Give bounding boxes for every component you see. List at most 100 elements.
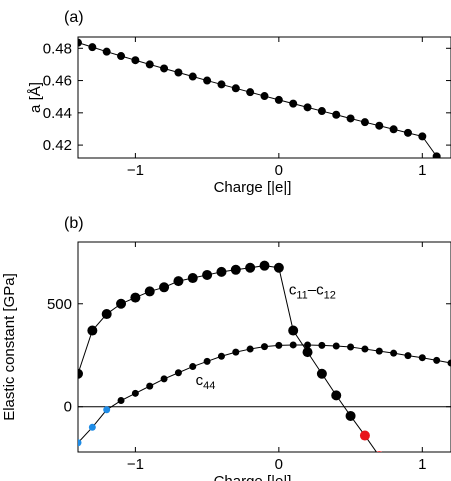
annotation-text: c (316, 282, 324, 299)
data-point (303, 103, 312, 112)
data-point (131, 56, 140, 65)
data-point (332, 110, 341, 119)
data-point (160, 375, 168, 383)
data-point (78, 368, 83, 379)
data-point (289, 99, 298, 108)
data-point (117, 397, 125, 405)
data-point (317, 107, 326, 116)
data-point (131, 389, 139, 397)
data-point (78, 38, 82, 47)
data-layer (78, 260, 451, 452)
data-point (231, 84, 240, 93)
data-point (202, 269, 213, 280)
series-annotation: c44 (196, 372, 216, 392)
data-point (103, 406, 111, 414)
data-point (273, 262, 284, 273)
panel-label: (a) (64, 9, 84, 26)
x-axis-label: Charge [|e|] (214, 473, 292, 481)
data-point (203, 76, 212, 85)
x-tick-label: 1 (418, 456, 426, 473)
data-point (189, 363, 197, 371)
data-point (302, 347, 313, 358)
y-axis-label: Elastic constant [GPa] (1, 273, 18, 421)
panel-label: (b) (64, 215, 84, 232)
data-point (432, 152, 441, 158)
annotation-text: c (289, 282, 297, 299)
series-annotation: c11–c12 (289, 282, 336, 302)
data-point (418, 354, 426, 362)
data-point (174, 68, 183, 77)
x-tick-label: 0 (275, 456, 283, 473)
data-point (404, 352, 412, 360)
data-point (88, 423, 96, 431)
data-point (144, 286, 155, 297)
data-point (246, 345, 254, 353)
data-point (230, 264, 241, 275)
data-point (88, 43, 97, 52)
y-tick-label: 0 (64, 399, 72, 416)
data-point (145, 60, 154, 69)
data-point (102, 47, 111, 56)
data-point (289, 341, 297, 349)
data-point (260, 92, 269, 101)
data-point (203, 357, 211, 365)
data-point (245, 262, 256, 273)
panel-a: (a) −1 0 1 0.42 0.44 0.46 0.48 Charge [|e|] a [Å] (27, 9, 451, 196)
data-point (418, 132, 427, 141)
data-point (232, 348, 240, 356)
data-point (78, 439, 82, 447)
y-tick-label: 500 (47, 296, 72, 313)
data-point (332, 342, 340, 350)
data-point (217, 352, 225, 360)
data-point (261, 343, 268, 351)
data-point (117, 52, 126, 61)
data-point (259, 260, 270, 271)
y-tick-label: 0.44 (43, 105, 72, 122)
y-tick-label: 0.46 (43, 73, 72, 90)
x-axis-label: Charge [|e|] (214, 179, 292, 196)
y-axis-label: a [Å] (27, 82, 44, 113)
data-point (375, 347, 383, 355)
x-tick-label: 1 (418, 162, 426, 179)
data-point (87, 325, 98, 336)
panel-b: (b) −1 0 1 0 500 Charge [|e|] Elastic constant … (1, 215, 451, 481)
annotation-subscript: 44 (203, 380, 215, 392)
data-point (217, 80, 226, 89)
x-tick-label: −1 (127, 162, 144, 179)
data-point (275, 341, 283, 349)
data-point (376, 451, 383, 452)
data-point (101, 309, 112, 320)
data-point (116, 298, 127, 309)
data-point (187, 273, 198, 284)
data-point (188, 72, 197, 81)
data-layer (78, 38, 441, 158)
data-point (174, 369, 182, 377)
data-point (130, 292, 141, 303)
annotation-text: c (196, 372, 204, 389)
x-tick-label: −1 (127, 456, 144, 473)
data-point (318, 341, 326, 349)
data-point (389, 125, 398, 134)
data-point (360, 118, 369, 127)
plot-frame (77, 36, 451, 159)
y-tick-label: 0.48 (43, 40, 72, 57)
data-point (359, 430, 370, 441)
y-tick-label: 0.42 (43, 137, 72, 154)
data-point (375, 121, 384, 130)
x-tick-label: 0 (275, 162, 283, 179)
data-point (346, 114, 355, 123)
data-point (146, 382, 154, 390)
data-point (447, 359, 451, 367)
data-point (246, 88, 255, 97)
data-point (433, 356, 441, 364)
data-point (347, 343, 355, 351)
data-point (216, 266, 227, 277)
data-point (403, 128, 412, 137)
series-line (78, 265, 378, 452)
data-point (304, 341, 312, 349)
data-point (331, 390, 342, 401)
data-point (160, 64, 169, 73)
data-point (274, 95, 283, 104)
plot-frame (77, 241, 451, 453)
